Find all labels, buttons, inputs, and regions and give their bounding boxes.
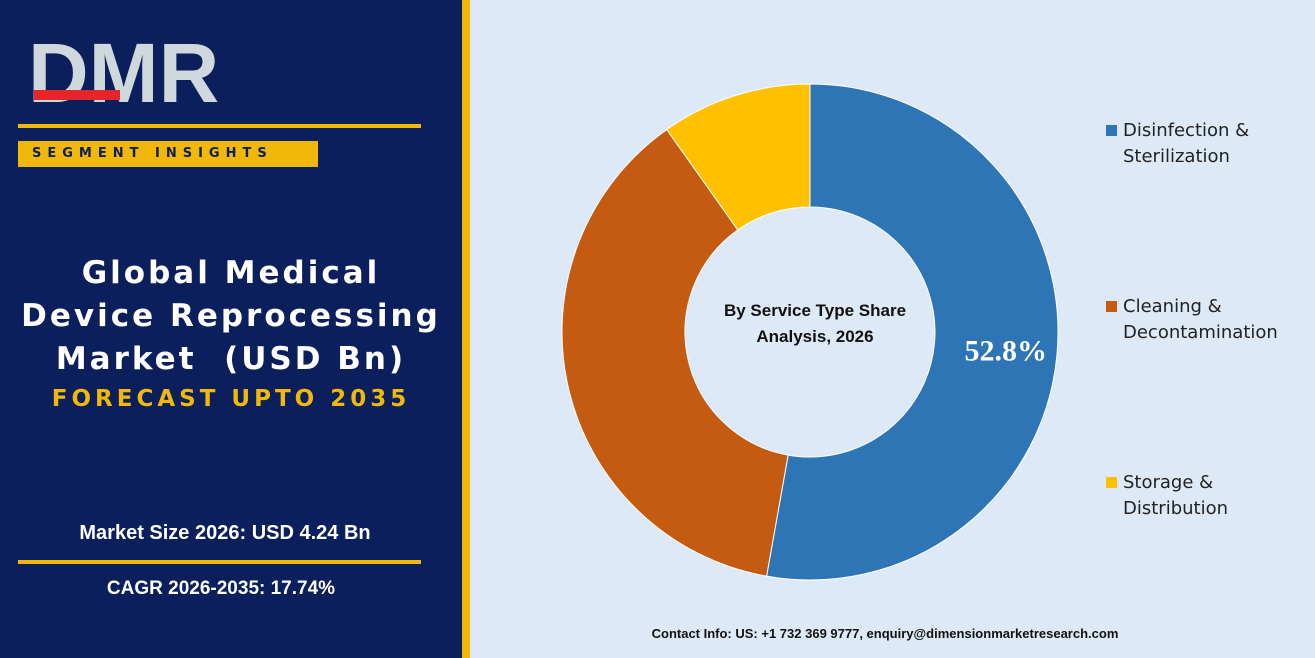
stats-rule [18, 560, 421, 564]
donut-slice-1 [766, 83, 1059, 581]
header-rule [18, 124, 421, 128]
legend-label: Cleaning & Decontamination [1123, 296, 1278, 343]
market-size-text: Market Size 2026: USD 4.24 Bn [79, 522, 371, 544]
donut-chart: 52.8% [561, 83, 1059, 581]
slice-data-label: 52.8% [964, 334, 1047, 367]
legend-swatch [1106, 125, 1117, 136]
forecast-label: FORECAST UPTO 2035 [51, 386, 411, 412]
chart-title-line-2: Analysis, 2026 [756, 327, 874, 346]
donut-slice-2 [561, 128, 789, 577]
legend-swatch [1106, 477, 1117, 488]
panel-divider [462, 0, 470, 658]
legend-swatch [1106, 301, 1117, 312]
legend-label: Storage & Distribution [1123, 472, 1229, 519]
legend-label: Disinfection & Sterilization [1123, 120, 1250, 167]
dmr-logo: DMR [28, 30, 219, 112]
logo-red-stripe [34, 90, 120, 100]
left-panel: DMR SEGMENT INSIGHTS Global Medical Devi… [0, 0, 462, 658]
chart-title: By Service Type Share Analysis, 2026 [696, 298, 934, 350]
title-line-1: Global Medical [81, 255, 381, 291]
cagr-text: CAGR 2026-2035: 17.74% [106, 578, 336, 599]
donut-slice-3 [666, 83, 811, 231]
title-line-2: Device Reprocessing [21, 298, 441, 334]
report-title: Global Medical Device Reprocessing Marke… [0, 252, 462, 381]
chart-panel: 52.8% By Service Type Share Analysis, 20… [470, 0, 1315, 658]
title-line-3: Market (USD Bn) [55, 341, 407, 377]
segment-insights-badge: SEGMENT INSIGHTS [18, 141, 318, 167]
chart-title-line-1: By Service Type Share [723, 301, 907, 320]
contact-info: Contact Info: US: +1 732 369 9777, enqui… [651, 626, 1119, 641]
